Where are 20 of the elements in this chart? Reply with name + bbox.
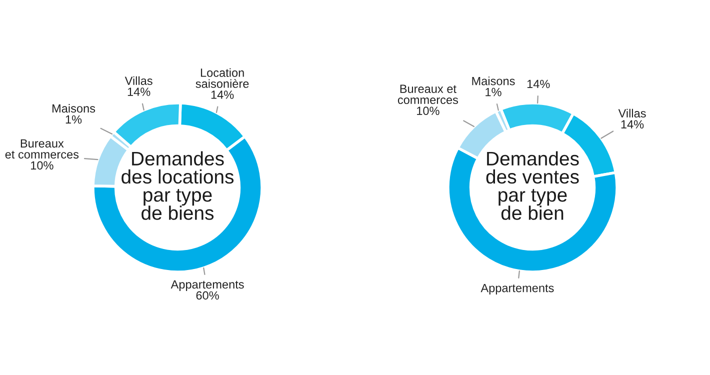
slice-label: Bureaux et commerces <box>5 139 79 159</box>
data-label: 14% <box>128 88 150 96</box>
slice-label: Villas <box>618 108 646 118</box>
slice-label: Maisons <box>52 104 96 113</box>
slice-label: Location saisonière <box>196 68 249 88</box>
data-label: 10% <box>417 106 440 116</box>
data-label: 1% <box>486 88 502 96</box>
slice-label: Appartements <box>480 284 554 295</box>
data-label: 14% <box>527 80 550 88</box>
data-label: 10% <box>31 161 54 170</box>
slice-label: Villas <box>124 76 152 85</box>
slice-label: Bureaux et commerces <box>398 84 458 104</box>
data-label: 14% <box>211 90 234 99</box>
slice-label: Maisons <box>472 76 515 86</box>
text: Demandes des ventes par type de bien <box>486 151 579 220</box>
text: Demandes des locations par type de biens <box>122 151 234 220</box>
slice-label: Appartements <box>170 280 244 291</box>
data-label: 1% <box>66 115 82 124</box>
data-label: 60% <box>196 291 219 300</box>
data-label: 14% <box>621 120 644 128</box>
